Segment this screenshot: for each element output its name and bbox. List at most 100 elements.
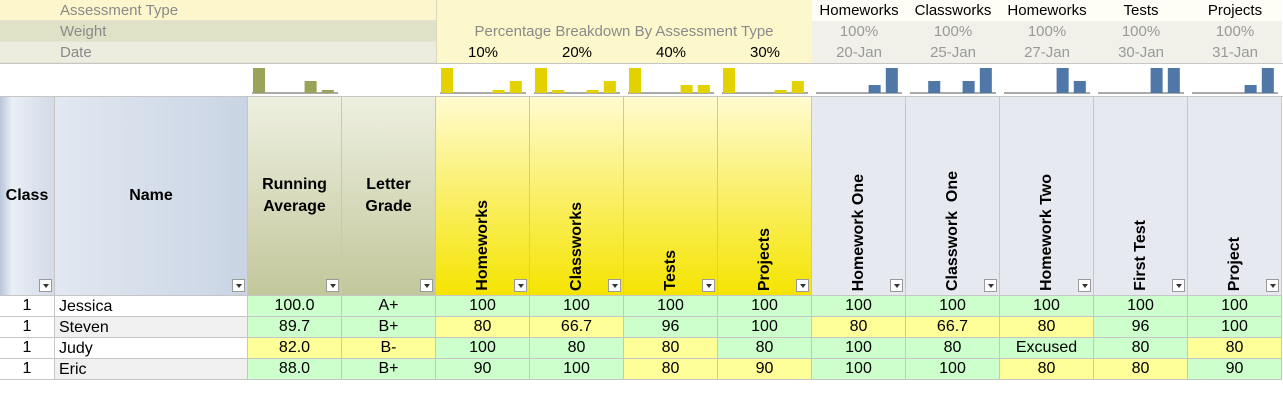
name-cell: Steven [55,317,248,338]
grade-cell: 100 [624,296,718,317]
sparkline-bar [509,81,522,93]
filter-button[interactable] [232,279,245,292]
name-cell: Judy [55,338,248,359]
assessment-type: Homeworks [812,0,906,21]
sparkline [440,68,526,94]
grade-cell: 66.7 [906,317,1000,338]
weight: 100% [812,21,906,42]
filter-button[interactable] [514,279,527,292]
header-text: Homeworks [473,200,491,291]
grade-cell: 66.7 [530,317,624,338]
name-cell: Eric [55,359,248,380]
filter-button[interactable] [702,279,715,292]
filter-button[interactable] [1078,279,1091,292]
filter-button[interactable] [420,279,433,292]
filter-button[interactable] [984,279,997,292]
sparkline-bar [535,68,548,93]
row-label: Weight [0,21,436,42]
weight: 100% [1000,21,1094,42]
grade-cell: 100 [812,338,906,359]
header-text: Homework One [849,173,867,291]
class-cell: 1 [0,359,55,380]
filter-button[interactable] [608,279,621,292]
filter-button[interactable] [39,279,52,292]
sparkline [628,68,714,94]
grade-cell: 100.0 [248,296,342,317]
sparkline-bar [1073,81,1086,93]
grade-cell: 80 [906,338,1000,359]
header-text: Tests [661,250,679,291]
grade-cell: 100 [718,317,812,338]
sparkline-bar [253,68,266,93]
grade-cell: 100 [1188,296,1282,317]
column-header[interactable]: Running Average [248,97,342,296]
grade-cell: 80 [1094,359,1188,380]
class-cell: 1 [0,296,55,317]
column-header[interactable]: Homework Two [1000,97,1094,296]
grade-cell: 80 [812,317,906,338]
grade-cell: 96 [624,317,718,338]
sparkline-bar [552,90,565,93]
grade-cell: 96 [1094,317,1188,338]
grade-cell: 80 [1094,338,1188,359]
percentage: 10% [467,44,499,61]
column-header[interactable]: Project [1188,97,1282,296]
grade-cell: B+ [342,359,436,380]
grade-cell: B+ [342,317,436,338]
sparkline [1192,68,1278,94]
column-header[interactable]: Class [0,97,55,296]
header-text: Classwork One [943,170,961,291]
column-header[interactable]: Letter Grade [342,97,436,296]
class-cell: 1 [0,338,55,359]
filter-button[interactable] [326,279,339,292]
filter-button[interactable] [1172,279,1185,292]
sparkline-bar [441,68,454,93]
sparkline-bar [629,68,642,93]
sparkline [1004,68,1090,94]
filter-button[interactable] [796,279,809,292]
sparkline-bar [321,90,334,93]
sparkline [534,68,620,94]
column-header[interactable]: Classworks [530,97,624,296]
sparkline-bar [928,81,941,93]
grade-cell: 100 [530,359,624,380]
column-header[interactable]: Name [55,97,248,296]
grade-cell: 90 [436,359,530,380]
grade-cell: Excused [1000,338,1094,359]
column-header[interactable]: First Test [1094,97,1188,296]
grade-cell: 100 [812,296,906,317]
grade-cell: 80 [1188,338,1282,359]
name-cell: Jessica [55,296,248,317]
assessment-type: Projects [1188,0,1282,21]
date: 30-Jan [1094,42,1188,63]
percentage: 40% [655,44,687,61]
filter-button[interactable] [1266,279,1279,292]
column-header[interactable]: Homework One [812,97,906,296]
filter-button[interactable] [890,279,903,292]
sparkline-bar [1056,68,1069,93]
column-header[interactable]: Classwork One [906,97,1000,296]
row-label: Date [0,42,436,63]
grade-cell: 100 [718,296,812,317]
grade-cell: 100 [1188,317,1282,338]
grade-cell: 80 [624,338,718,359]
sparkline [722,68,808,94]
grade-cell: 100 [1094,296,1188,317]
class-cell: 1 [0,317,55,338]
sparkline [1098,68,1184,94]
weight: 100% [906,21,1000,42]
grade-cell: 100 [906,296,1000,317]
assessment-type: Tests [1094,0,1188,21]
column-header[interactable]: Tests [624,97,718,296]
header-text: Classworks [567,202,585,291]
grade-cell: 100 [812,359,906,380]
sparkline-bar [868,85,881,93]
sparkline-bar [774,90,787,93]
grade-cell: 88.0 [248,359,342,380]
grade-cell: 100 [436,296,530,317]
grade-cell: 80 [530,338,624,359]
date: 20-Jan [812,42,906,63]
column-header[interactable]: Projects [718,97,812,296]
column-header[interactable]: Homeworks [436,97,530,296]
